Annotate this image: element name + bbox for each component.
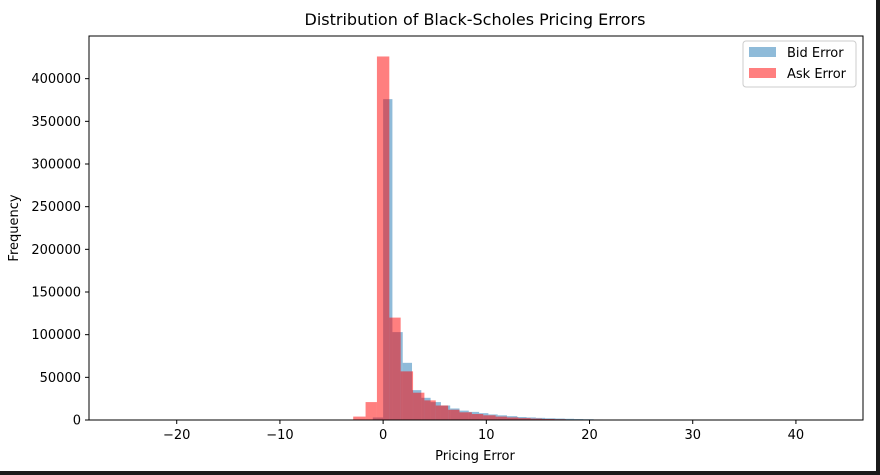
y-tick-label: 150000 [31,286,81,301]
bar-ask-error-7 [435,405,449,420]
bar-ask-error-10 [471,414,484,420]
bar-bid-error-20 [564,418,575,420]
x-axis-label: Pricing Error [435,449,515,464]
bar-ask-error-13 [506,417,519,420]
bar-ask-error-2 [376,56,390,420]
y-tick-label: 350000 [31,115,81,130]
y-ticks-group: 0 50000 100000 150000 200000 250000 300000 3500… [31,72,89,429]
bar-ask-error-6 [424,400,436,420]
legend-label: Bid Error [787,46,844,61]
bar-ask-error-9 [459,412,472,420]
legend-swatch [749,68,776,78]
bar-ask-error-15 [530,418,543,420]
bar-ask-error-8 [448,409,460,420]
bar-ask-error-16 [542,418,555,420]
y-tick-label: 300000 [31,158,81,173]
x-ticks-group: −20 −10 0 10 20 30 40 [163,420,804,443]
bars-group [353,56,603,420]
bar-ask-error-11 [483,415,496,420]
legend-swatch [749,47,776,57]
x-tick-label: 10 [478,428,495,443]
bar-ask-error-0 [353,416,366,420]
plot-area-frame [88,35,864,421]
bar-ask-error-3 [389,317,401,420]
y-axis-label: Frequency [7,194,22,261]
x-tick-label: −20 [163,428,190,443]
bar-ask-error-1 [365,402,377,420]
y-tick-label: 200000 [31,243,81,258]
x-tick-label: 30 [684,428,701,443]
bar-ask-error-14 [518,418,531,420]
y-tick-label: 50000 [40,371,81,386]
chart-title: Distribution of Black-Scholes Pricing Er… [305,10,646,29]
y-tick-label: 400000 [31,72,81,87]
x-tick-label: 40 [788,428,805,443]
x-tick-label: −10 [266,428,293,443]
x-tick-label: 20 [581,428,598,443]
y-tick-label: 0 [73,414,81,429]
bar-ask-error-12 [495,416,507,420]
bar-ask-error-5 [413,392,425,420]
legend-label: Ask Error [787,67,847,82]
bar-ask-error-4 [400,371,414,420]
legend: Bid Error Ask Error [742,40,857,88]
x-tick-label: 0 [379,428,387,443]
y-tick-label: 100000 [31,328,81,343]
y-tick-label: 250000 [31,200,81,215]
